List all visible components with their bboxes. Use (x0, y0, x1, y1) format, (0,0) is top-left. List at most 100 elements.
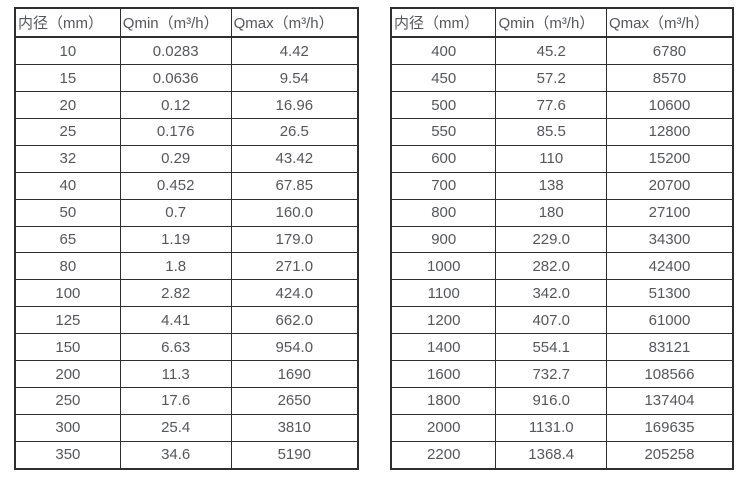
table-row: 100 2.82 424.0 (14, 279, 359, 308)
table-row: 1200 407.0 61000 (390, 306, 734, 335)
table-cell: 67.85 (230, 171, 359, 200)
table-cell: 85.5 (495, 117, 607, 146)
table-row: 125 4.41 662.0 (14, 306, 359, 335)
col-header-diameter: 内径（mm） (390, 7, 497, 38)
table-cell: 50 (14, 198, 121, 227)
table-row: 700 138 20700 (390, 171, 734, 200)
table-cell: 916.0 (495, 387, 607, 415)
table-cell: 108566 (605, 360, 734, 389)
table-cell: 32 (14, 144, 121, 173)
table-cell: 45.2 (495, 36, 607, 66)
table-cell: 77.6 (495, 91, 607, 119)
table-cell: 34.6 (119, 440, 232, 470)
table-row: 300 25.4 3810 (14, 413, 359, 442)
table-cell: 20 (14, 91, 121, 119)
table-cell: 169635 (605, 413, 734, 442)
table-row: 10 0.0283 4.42 (14, 36, 359, 66)
table-cell: 65 (14, 225, 121, 254)
table-cell: 11.3 (119, 360, 232, 389)
table-row: 400 45.2 6780 (390, 36, 734, 66)
table-cell: 4.41 (119, 306, 232, 335)
table-row: 15 0.0636 9.54 (14, 64, 359, 93)
table-row: 25 0.176 26.5 (14, 117, 359, 146)
table-cell: 1400 (390, 333, 497, 362)
table-row: 2200 1368.4 205258 (390, 440, 734, 470)
table-row: 1400 554.1 83121 (390, 333, 734, 362)
table-cell: 43.42 (230, 144, 359, 173)
table-row: 1800 916.0 137404 (390, 387, 734, 415)
table-cell: 1.19 (119, 225, 232, 254)
table-cell: 34300 (605, 225, 734, 254)
table-cell: 700 (390, 171, 497, 200)
table-cell: 954.0 (230, 333, 359, 362)
table-cell: 1.8 (119, 252, 232, 281)
flow-spec-table-small-diameters: 内径（mm） Qmin（m³/h） Qmax（m³/h） 10 0.0283 4.4… (14, 7, 359, 470)
table-cell: 500 (390, 91, 497, 119)
table-row: 40 0.452 67.85 (14, 171, 359, 200)
table-cell: 400 (390, 36, 497, 66)
col-header-qmax: Qmax（m³/h） (605, 7, 734, 38)
table-cell: 1000 (390, 252, 497, 281)
table-cell: 200 (14, 360, 121, 389)
table-cell: 57.2 (495, 64, 607, 93)
table-cell: 10600 (605, 91, 734, 119)
table-cell: 600 (390, 144, 497, 173)
table-cell: 1100 (390, 279, 497, 308)
table-cell: 25.4 (119, 413, 232, 442)
table-cell: 450 (390, 64, 497, 93)
table-cell: 8570 (605, 64, 734, 93)
table-row: 150 6.63 954.0 (14, 333, 359, 362)
table-cell: 17.6 (119, 387, 232, 415)
table-body: 400 45.2 6780 450 57.2 8570 500 77.6 10600 550 85.… (390, 36, 734, 470)
table-row: 550 85.5 12800 (390, 117, 734, 146)
table-cell: 550 (390, 117, 497, 146)
table-cell: 160.0 (230, 198, 359, 227)
table-cell: 900 (390, 225, 497, 254)
table-row: 50 0.7 160.0 (14, 198, 359, 227)
table-cell: 2200 (390, 440, 497, 470)
table-cell: 800 (390, 198, 497, 227)
table-row: 20 0.12 16.96 (14, 91, 359, 119)
table-cell: 205258 (605, 440, 734, 470)
table-cell: 2650 (230, 387, 359, 415)
table-cell: 0.29 (119, 144, 232, 173)
table-cell: 10 (14, 36, 121, 66)
table-cell: 20700 (605, 171, 734, 200)
table-cell: 250 (14, 387, 121, 415)
table-cell: 300 (14, 413, 121, 442)
table-cell: 1690 (230, 360, 359, 389)
table-row: 1600 732.7 108566 (390, 360, 734, 389)
table-cell: 0.0636 (119, 64, 232, 93)
table-cell: 407.0 (495, 306, 607, 335)
table-cell: 110 (495, 144, 607, 173)
table-cell: 138 (495, 171, 607, 200)
table-cell: 27100 (605, 198, 734, 227)
table-row: 1100 342.0 51300 (390, 279, 734, 308)
table-row: 800 180 27100 (390, 198, 734, 227)
table-row: 450 57.2 8570 (390, 64, 734, 93)
table-cell: 5190 (230, 440, 359, 470)
table-cell: 150 (14, 333, 121, 362)
table-cell: 1600 (390, 360, 497, 389)
table-cell: 0.176 (119, 117, 232, 146)
table-cell: 16.96 (230, 91, 359, 119)
table-cell: 2000 (390, 413, 497, 442)
table-row: 1000 282.0 42400 (390, 252, 734, 281)
table-cell: 179.0 (230, 225, 359, 254)
col-header-diameter: 内径（mm） (14, 7, 121, 38)
table-row: 80 1.8 271.0 (14, 252, 359, 281)
table-row: 900 229.0 34300 (390, 225, 734, 254)
table-cell: 42400 (605, 252, 734, 281)
table-cell: 83121 (605, 333, 734, 362)
col-header-qmin: Qmin（m³/h） (495, 7, 607, 38)
table-cell: 342.0 (495, 279, 607, 308)
table-cell: 350 (14, 440, 121, 470)
table-cell: 271.0 (230, 252, 359, 281)
table-row: 600 110 15200 (390, 144, 734, 173)
table-cell: 662.0 (230, 306, 359, 335)
col-header-qmax: Qmax（m³/h） (230, 7, 359, 38)
table-cell: 25 (14, 117, 121, 146)
table-cell: 12800 (605, 117, 734, 146)
table-cell: 0.7 (119, 198, 232, 227)
